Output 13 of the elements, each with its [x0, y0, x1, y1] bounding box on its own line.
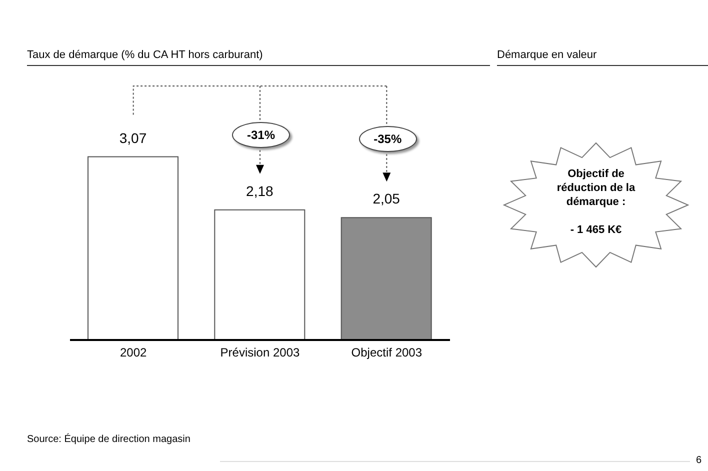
chart-title: Taux de démarque (% du CA HT hors carburant) — [27, 49, 263, 61]
data-label: 2,05 — [372, 190, 400, 207]
source-note: Source: Équipe de direction magasin — [27, 434, 190, 445]
text: Objectif de réduction de la démarque : - 1 465 K€ — [556, 168, 636, 236]
x-tick-label: 2002 — [120, 346, 148, 360]
data-label: 3,07 — [119, 130, 147, 146]
text: 6 — [696, 455, 702, 466]
data-label: 2,18 — [246, 182, 274, 199]
text: -31% — [232, 122, 290, 148]
text: -35% — [358, 126, 417, 152]
x-tick-label: Prévision 2003 — [220, 346, 300, 360]
text: Démarque en valeur — [497, 49, 597, 61]
x-tick-label: Objectif 2003 — [351, 346, 422, 360]
